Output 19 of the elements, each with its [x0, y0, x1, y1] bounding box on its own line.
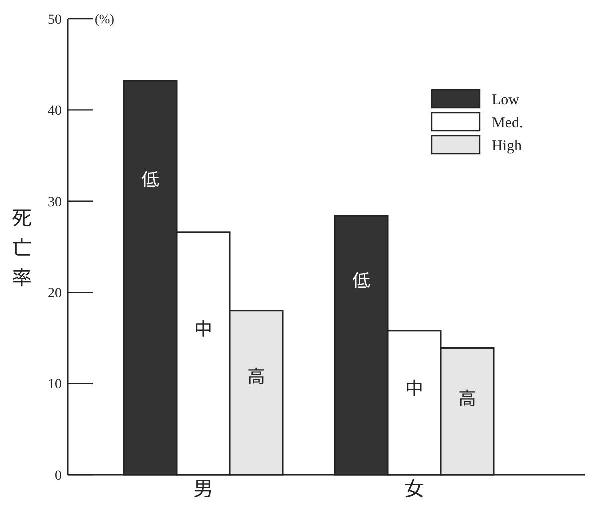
y-tick-label: 10 — [48, 378, 62, 393]
annotation: 中 — [194, 316, 212, 342]
y-tick-label: 40 — [48, 104, 62, 120]
legend-label: Med. — [492, 115, 524, 132]
x-tick-label: 女 — [404, 473, 424, 502]
annotation: (%) — [95, 12, 114, 27]
y-tick-label: 50 — [48, 12, 62, 28]
legend-label: Low — [492, 92, 520, 108]
annotation: 中 — [406, 374, 424, 401]
annotation: 低 — [142, 166, 160, 192]
y-tick-label: 0 — [55, 468, 62, 484]
annotation: 高 — [248, 362, 266, 389]
x-tick-label: 男 — [194, 473, 214, 502]
annotation: 高 — [458, 385, 476, 412]
y-tick-label: 20 — [48, 286, 62, 302]
y-tick-label: 30 — [48, 195, 62, 210]
annotation: 低 — [352, 267, 370, 294]
y-axis-title: 死亡率 — [12, 202, 32, 291]
legend-label: High — [492, 138, 522, 154]
